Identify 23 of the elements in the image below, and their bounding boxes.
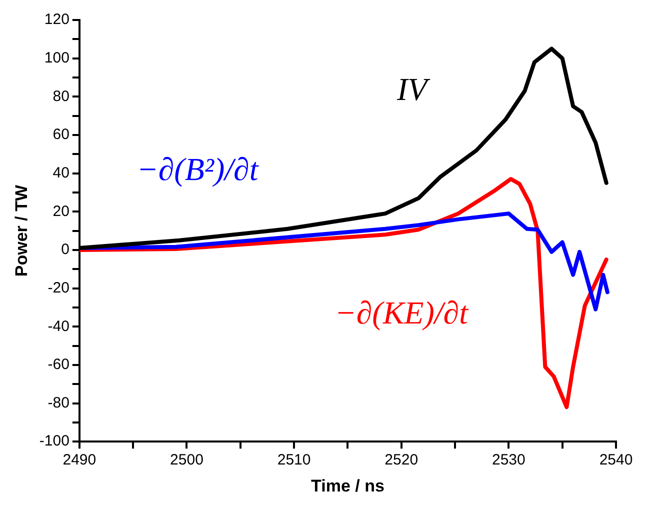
series-label: −∂(KE)/∂t: [334, 294, 470, 331]
series-label: −∂(B²)/∂t: [136, 151, 260, 188]
x-axis-title: Time / ns: [311, 476, 384, 496]
y-tick-label: 40: [52, 164, 70, 182]
y-tick-label: -100: [39, 432, 70, 450]
x-tick-label: 2510: [277, 452, 311, 469]
x-tick-label: 2520: [384, 452, 418, 469]
y-axis-title: Power / TW: [12, 184, 31, 277]
y-tick-label: -40: [48, 318, 70, 335]
x-tick-label: 2500: [170, 452, 204, 469]
text: IV: [396, 71, 431, 108]
y-tick-label: 120: [44, 11, 70, 28]
y-tick-label: 100: [44, 49, 70, 66]
y-tick-label: 80: [52, 88, 70, 105]
y-tick-label: 20: [52, 202, 70, 220]
y-tick-label: 60: [52, 126, 70, 144]
x-tick-label: 2540: [599, 452, 633, 469]
y-tick-label: -60: [48, 356, 70, 374]
y-tick-label: 0: [61, 241, 70, 258]
y-tick-label: -80: [48, 394, 70, 412]
x-tick-label: 2490: [62, 452, 96, 469]
x-tick-label: 2530: [492, 452, 526, 469]
y-tick-label: -20: [48, 279, 70, 296]
